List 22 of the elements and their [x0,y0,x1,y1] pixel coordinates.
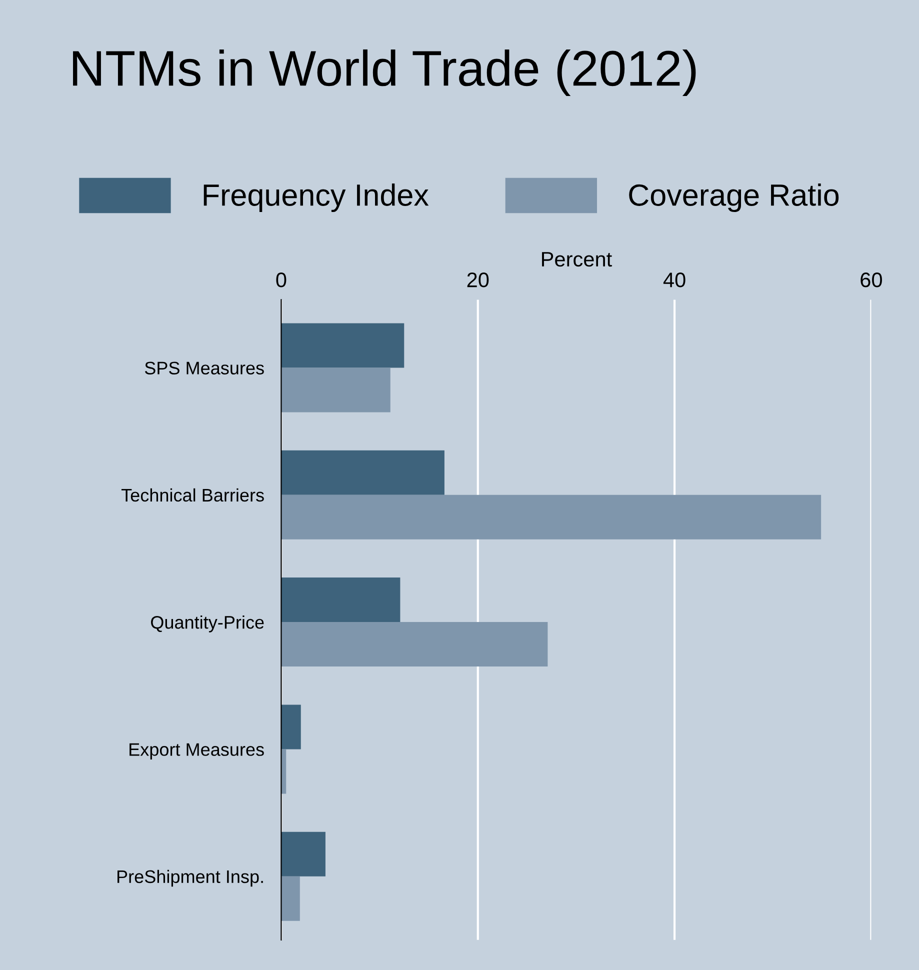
y-tick-label: SPS Measures [144,362,264,374]
bar [281,622,548,667]
y-tick-label: PreShipment Insp. [118,870,263,887]
legend-label: Frequency Index [204,184,429,212]
legend-label: Coverage Ratio [629,184,839,212]
bar [281,323,404,368]
bar [281,832,326,876]
bar [281,450,444,495]
bar [281,704,301,750]
y-tick-label: Technical Barriers [121,488,264,502]
x-tick-label: 20 [467,272,489,288]
bar [281,494,822,540]
x-tick-label: 60 [860,272,882,288]
x-tick-label: 40 [663,272,686,288]
chart-title: NTMs in World Trade (2012) [73,49,696,96]
bar [281,368,390,412]
x-axis-title: Percent [542,252,612,267]
y-tick-label: Quantity-Price [151,616,264,632]
bar [281,876,300,921]
y-tick-label: Export Measures [130,743,264,760]
bar [281,578,400,622]
x-tick-label: 0 [276,272,286,288]
